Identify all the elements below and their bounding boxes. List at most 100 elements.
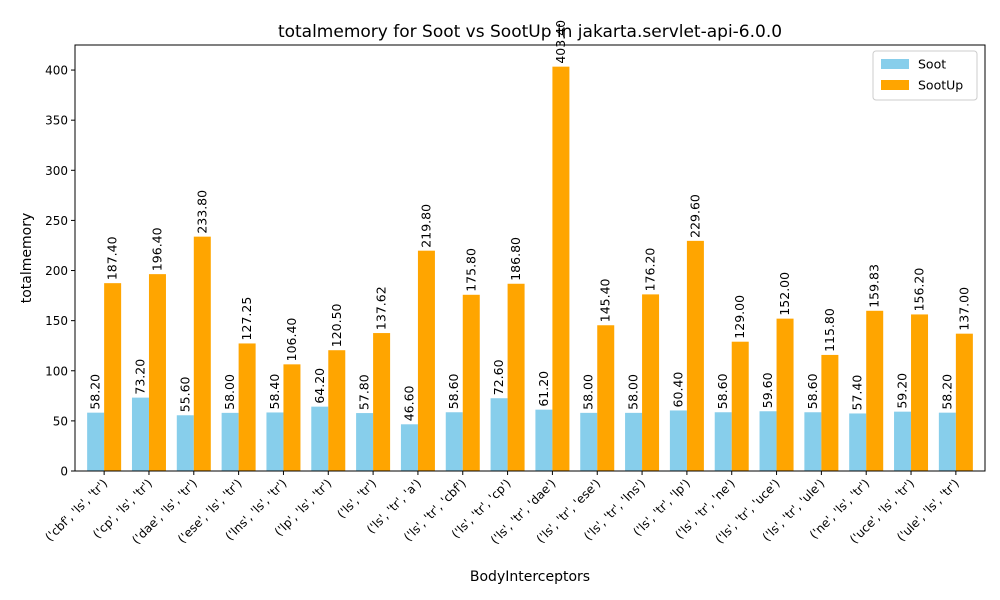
plot-frame [74,44,986,472]
soot-bar [759,411,777,471]
sootup-data-label: 229.60 [687,194,702,238]
sootup-data-label: 196.40 [149,227,164,271]
legend-swatch [881,80,909,90]
y-tick-label: 50 [53,414,68,428]
legend-swatch [881,59,909,69]
x-tick-label: ('ls', 'tr') [334,476,379,521]
soot-bar [804,412,822,471]
sootup-bar [955,333,973,471]
soot-bar [625,412,643,471]
soot-bar [176,415,194,471]
sootup-data-label: 137.00 [956,287,971,331]
sootup-data-label: 156.20 [912,268,927,312]
soot-bar [356,413,374,471]
soot-data-label: 58.20 [88,374,103,410]
sootup-data-label: 233.80 [194,190,209,234]
sootup-data-label: 219.80 [418,204,433,248]
soot-data-label: 64.20 [312,368,327,404]
sootup-data-label: 120.50 [329,303,344,347]
sootup-bar [148,274,166,471]
soot-bar [87,412,105,471]
sootup-bar [776,318,794,471]
y-axis-title: totalmemory [19,213,35,304]
soot-data-label: 58.00 [222,374,237,410]
sootup-data-label: 187.40 [105,236,120,280]
soot-bar [311,406,329,471]
bars-group [87,66,973,472]
soot-data-label: 58.60 [805,373,820,409]
sootup-data-label: 137.62 [374,286,389,330]
legend-label: Soot [918,57,946,72]
sootup-bar [193,236,211,471]
soot-bar [714,412,732,471]
sootup-bar [104,283,122,471]
soot-data-label: 60.40 [670,372,685,408]
soot-data-label: 59.60 [760,372,775,408]
soot-data-label: 58.60 [715,373,730,409]
sootup-data-label: 152.00 [777,272,792,316]
soot-bar [445,412,463,471]
sootup-data-label: 176.20 [643,248,658,292]
soot-data-label: 58.40 [267,374,282,410]
soot-data-label: 58.00 [626,374,641,410]
soot-bar [535,409,553,471]
legend: Soot SootUp [872,50,978,101]
sootup-bar [731,341,749,471]
sootup-bar [283,364,301,471]
sootup-bar [821,354,839,471]
soot-bar [266,412,284,471]
sootup-data-label: 175.80 [463,248,478,292]
soot-data-label: 72.60 [491,359,506,395]
soot-bar [400,424,418,471]
soot-data-label: 73.20 [132,359,147,395]
x-axis: ('cbf', 'ls', 'tr')('cp', 'ls', 'tr')('d… [42,471,962,547]
y-axis: 0 50 100 150 200 250 300 350 400 [45,64,75,479]
sootup-data-label: 159.83 [867,264,882,308]
soot-bar [221,412,239,471]
sootup-bar [686,240,704,471]
x-axis-title: BodyInterceptors [470,569,590,585]
data-labels-group: 58.20 187.40 73.20 196.40 55.60 233.80 58.00 12… [88,20,972,421]
sootup-data-label: 129.00 [732,295,747,339]
sootup-bar [642,294,660,471]
sootup-bar [866,310,884,471]
sootup-data-label: 145.40 [598,278,613,322]
sootup-bar [373,333,391,471]
soot-data-label: 58.60 [446,373,461,409]
sootup-bar [507,283,525,471]
soot-data-label: 58.00 [581,374,596,410]
sootup-bar [552,66,570,472]
sootup-bar [911,314,929,471]
soot-bar [580,412,598,471]
chart-title: totalmemory for Soot vs SootUp in jakart… [278,22,782,42]
soot-data-label: 46.60 [401,385,416,421]
soot-data-label: 59.20 [895,373,910,409]
soot-bar [894,411,912,471]
sootup-bar [462,294,480,471]
y-tick-label: 150 [45,314,68,328]
sootup-data-label: 115.80 [822,308,837,352]
sootup-data-label: 127.25 [239,297,254,341]
soot-bar [490,398,508,471]
sootup-bar [417,250,435,471]
soot-data-label: 57.40 [850,375,865,411]
soot-bar [938,412,956,471]
y-tick-label: 200 [45,264,68,278]
soot-bar [669,410,687,471]
y-tick-label: 100 [45,364,68,378]
soot-data-label: 55.60 [177,376,192,412]
soot-data-label: 58.20 [939,374,954,410]
sootup-data-label: 186.80 [508,237,523,281]
sootup-bar [597,325,615,471]
y-tick-label: 300 [45,164,68,178]
sootup-data-label: 106.40 [284,318,299,362]
soot-data-label: 61.20 [536,371,551,407]
soot-data-label: 57.80 [357,374,372,410]
y-tick-label: 250 [45,214,68,228]
sootup-bar [238,343,256,471]
soot-bar [131,397,149,471]
y-tick-label: 0 [60,465,68,479]
y-tick-label: 400 [45,64,68,78]
legend-label: SootUp [918,78,963,93]
